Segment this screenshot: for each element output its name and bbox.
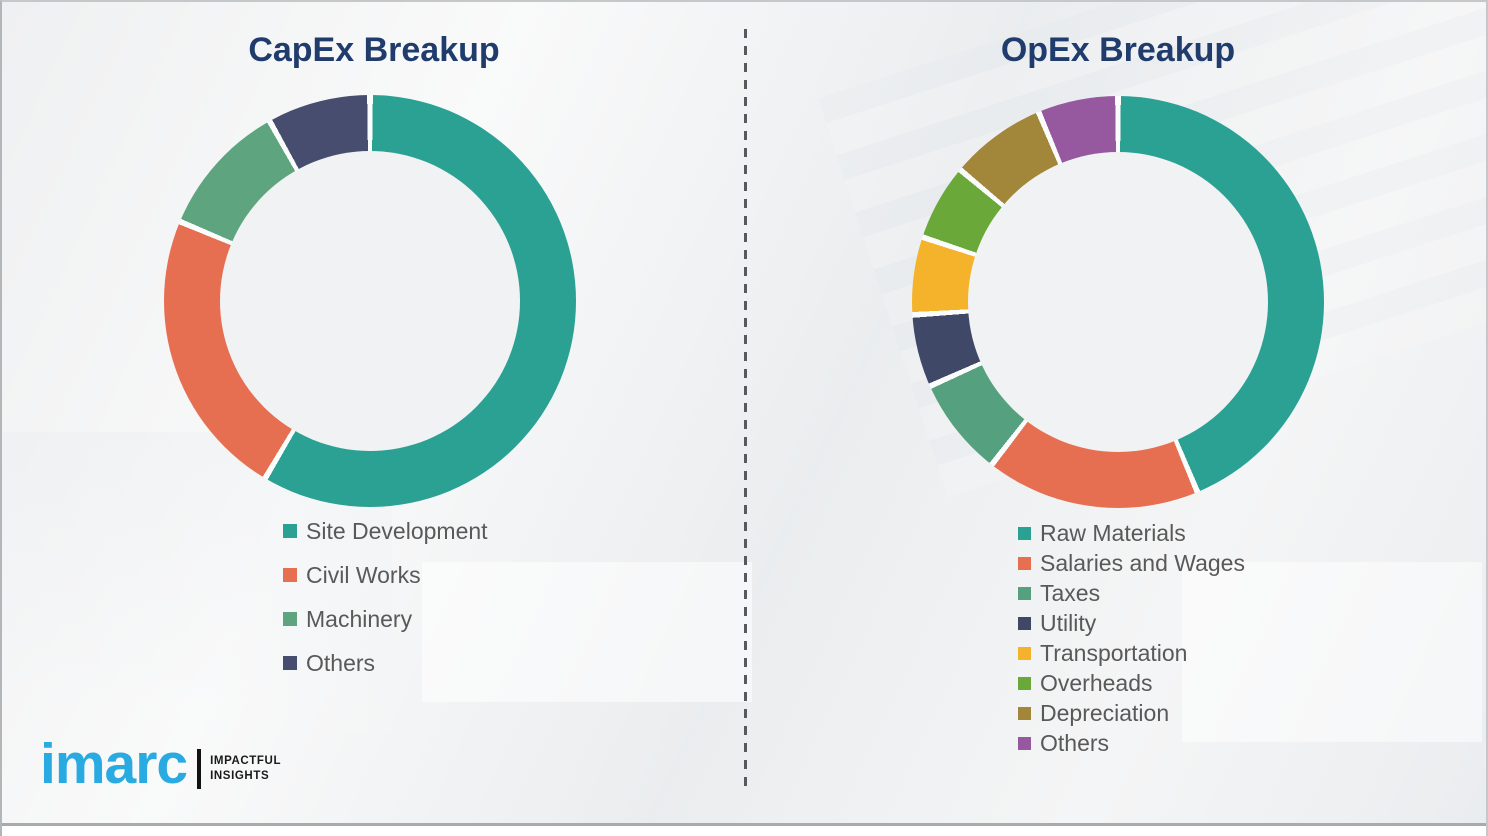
opex-legend: Raw Materials Salaries and Wages Taxes Util…	[1018, 518, 1245, 758]
tagline-line-2: INSIGHTS	[210, 769, 270, 782]
legend-item: Raw Materials	[1018, 518, 1245, 548]
legend-item: Others	[283, 641, 488, 685]
capex-panel: CapEx Breakup Site Development Civil Work…	[2, 2, 746, 822]
capex-donut-chart	[164, 95, 576, 507]
legend-item: Taxes	[1018, 578, 1245, 608]
legend-item: Others	[1018, 728, 1245, 758]
capex-legend: Site Development Civil Works Machinery Othe…	[283, 509, 488, 685]
legend-swatch	[283, 524, 297, 538]
legend-swatch	[283, 612, 297, 626]
legend-label: Others	[1040, 729, 1110, 756]
opex-donut-hole	[968, 152, 1268, 452]
legend-swatch	[283, 656, 297, 670]
legend-item: Overheads	[1018, 668, 1245, 698]
imarc-logo: imarc IMPACTFUL INSIGHTS	[40, 736, 281, 797]
legend-swatch	[1018, 676, 1031, 690]
legend-swatch	[1018, 706, 1031, 720]
legend-label: Taxes	[1040, 579, 1101, 606]
legend-label: Overheads	[1040, 669, 1153, 696]
legend-item: Civil Works	[283, 553, 488, 597]
tagline-line-1: IMPACTFUL	[210, 754, 282, 767]
legend-label: Salaries and Wages	[1040, 549, 1245, 576]
legend-label: Machinery	[306, 605, 413, 632]
capex-donut-hole	[220, 151, 520, 451]
legend-label: Others	[306, 649, 376, 676]
bottom-border	[2, 823, 1486, 836]
legend-label: Raw Materials	[1040, 519, 1186, 546]
dashed-divider	[744, 29, 747, 787]
legend-swatch	[283, 568, 297, 582]
legend-label: Site Development	[306, 517, 488, 544]
legend-item: Site Development	[283, 509, 488, 553]
legend-item: Depreciation	[1018, 698, 1245, 728]
legend-label: Civil Works	[306, 561, 421, 588]
legend-swatch	[1018, 556, 1031, 570]
legend-swatch	[1018, 736, 1031, 750]
capex-title: CapEx Breakup	[248, 31, 500, 69]
legend-label: Utility	[1040, 609, 1097, 636]
opex-donut-chart	[912, 96, 1324, 508]
legend-swatch	[1018, 646, 1031, 660]
legend-swatch	[1018, 526, 1031, 540]
legend-swatch	[1018, 616, 1031, 630]
legend-swatch	[1018, 586, 1031, 600]
imarc-wordmark: imarc	[40, 732, 188, 796]
legend-label: Depreciation	[1040, 699, 1170, 726]
opex-title: OpEx Breakup	[1000, 31, 1236, 69]
imarc-tagline: IMPACTFUL INSIGHTS	[210, 754, 281, 784]
legend-label: Transportation	[1040, 639, 1188, 666]
legend-item: Transportation	[1018, 638, 1245, 668]
opex-panel: OpEx Breakup Raw Materials Salaries and W…	[746, 2, 1486, 822]
logo-divider-bar	[197, 748, 202, 789]
legend-item: Utility	[1018, 608, 1245, 638]
legend-item: Machinery	[283, 597, 488, 641]
legend-item: Salaries and Wages	[1018, 548, 1245, 578]
